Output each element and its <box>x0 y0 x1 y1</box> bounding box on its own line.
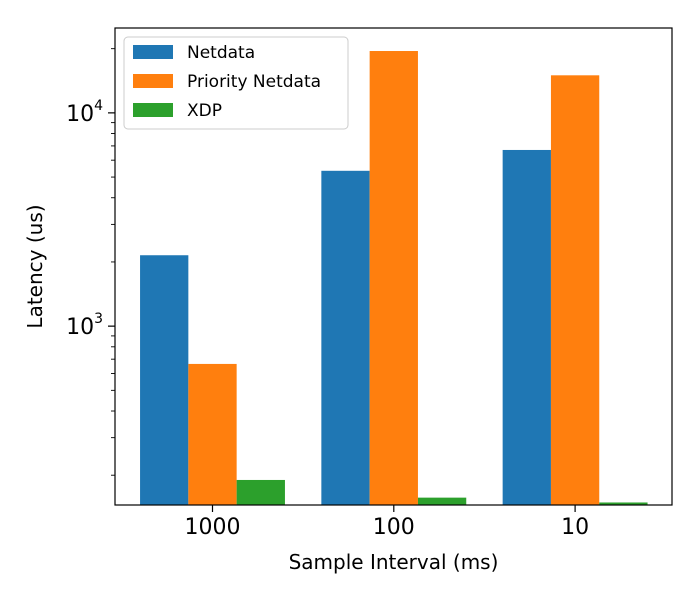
legend-swatch <box>133 74 173 88</box>
legend-label: Priority Netdata <box>187 72 321 92</box>
legend-label: XDP <box>187 101 222 121</box>
y-axis-label: Latency (us) <box>23 204 47 328</box>
x-axis-label: Sample Interval (ms) <box>289 550 499 574</box>
legend: Netdata Priority Netdata XDP <box>123 36 349 130</box>
x-tick-label: 1000 <box>185 515 241 540</box>
legend-swatch <box>133 45 173 59</box>
x-tick-label: 100 <box>373 515 415 540</box>
x-tick-label: 10 <box>561 515 589 540</box>
x-axis-ticks: 1000 100 10 <box>185 505 589 540</box>
y-tick-label: 104 <box>66 98 103 127</box>
bars-layer <box>140 51 648 506</box>
y-axis-ticks: 103 104 <box>66 48 115 476</box>
legend-swatch <box>133 103 173 117</box>
bar <box>369 51 418 505</box>
bar <box>417 497 467 505</box>
bar <box>236 479 285 505</box>
bar <box>599 502 648 505</box>
bar <box>321 170 370 506</box>
y-tick-label: 103 <box>66 311 103 340</box>
bar <box>550 75 600 505</box>
bar <box>188 363 237 505</box>
bar <box>502 149 551 505</box>
legend-items: Netdata Priority Netdata XDP <box>133 43 321 121</box>
legend-label: Netdata <box>187 43 255 63</box>
bar <box>140 255 189 505</box>
legend-frame <box>123 36 349 130</box>
